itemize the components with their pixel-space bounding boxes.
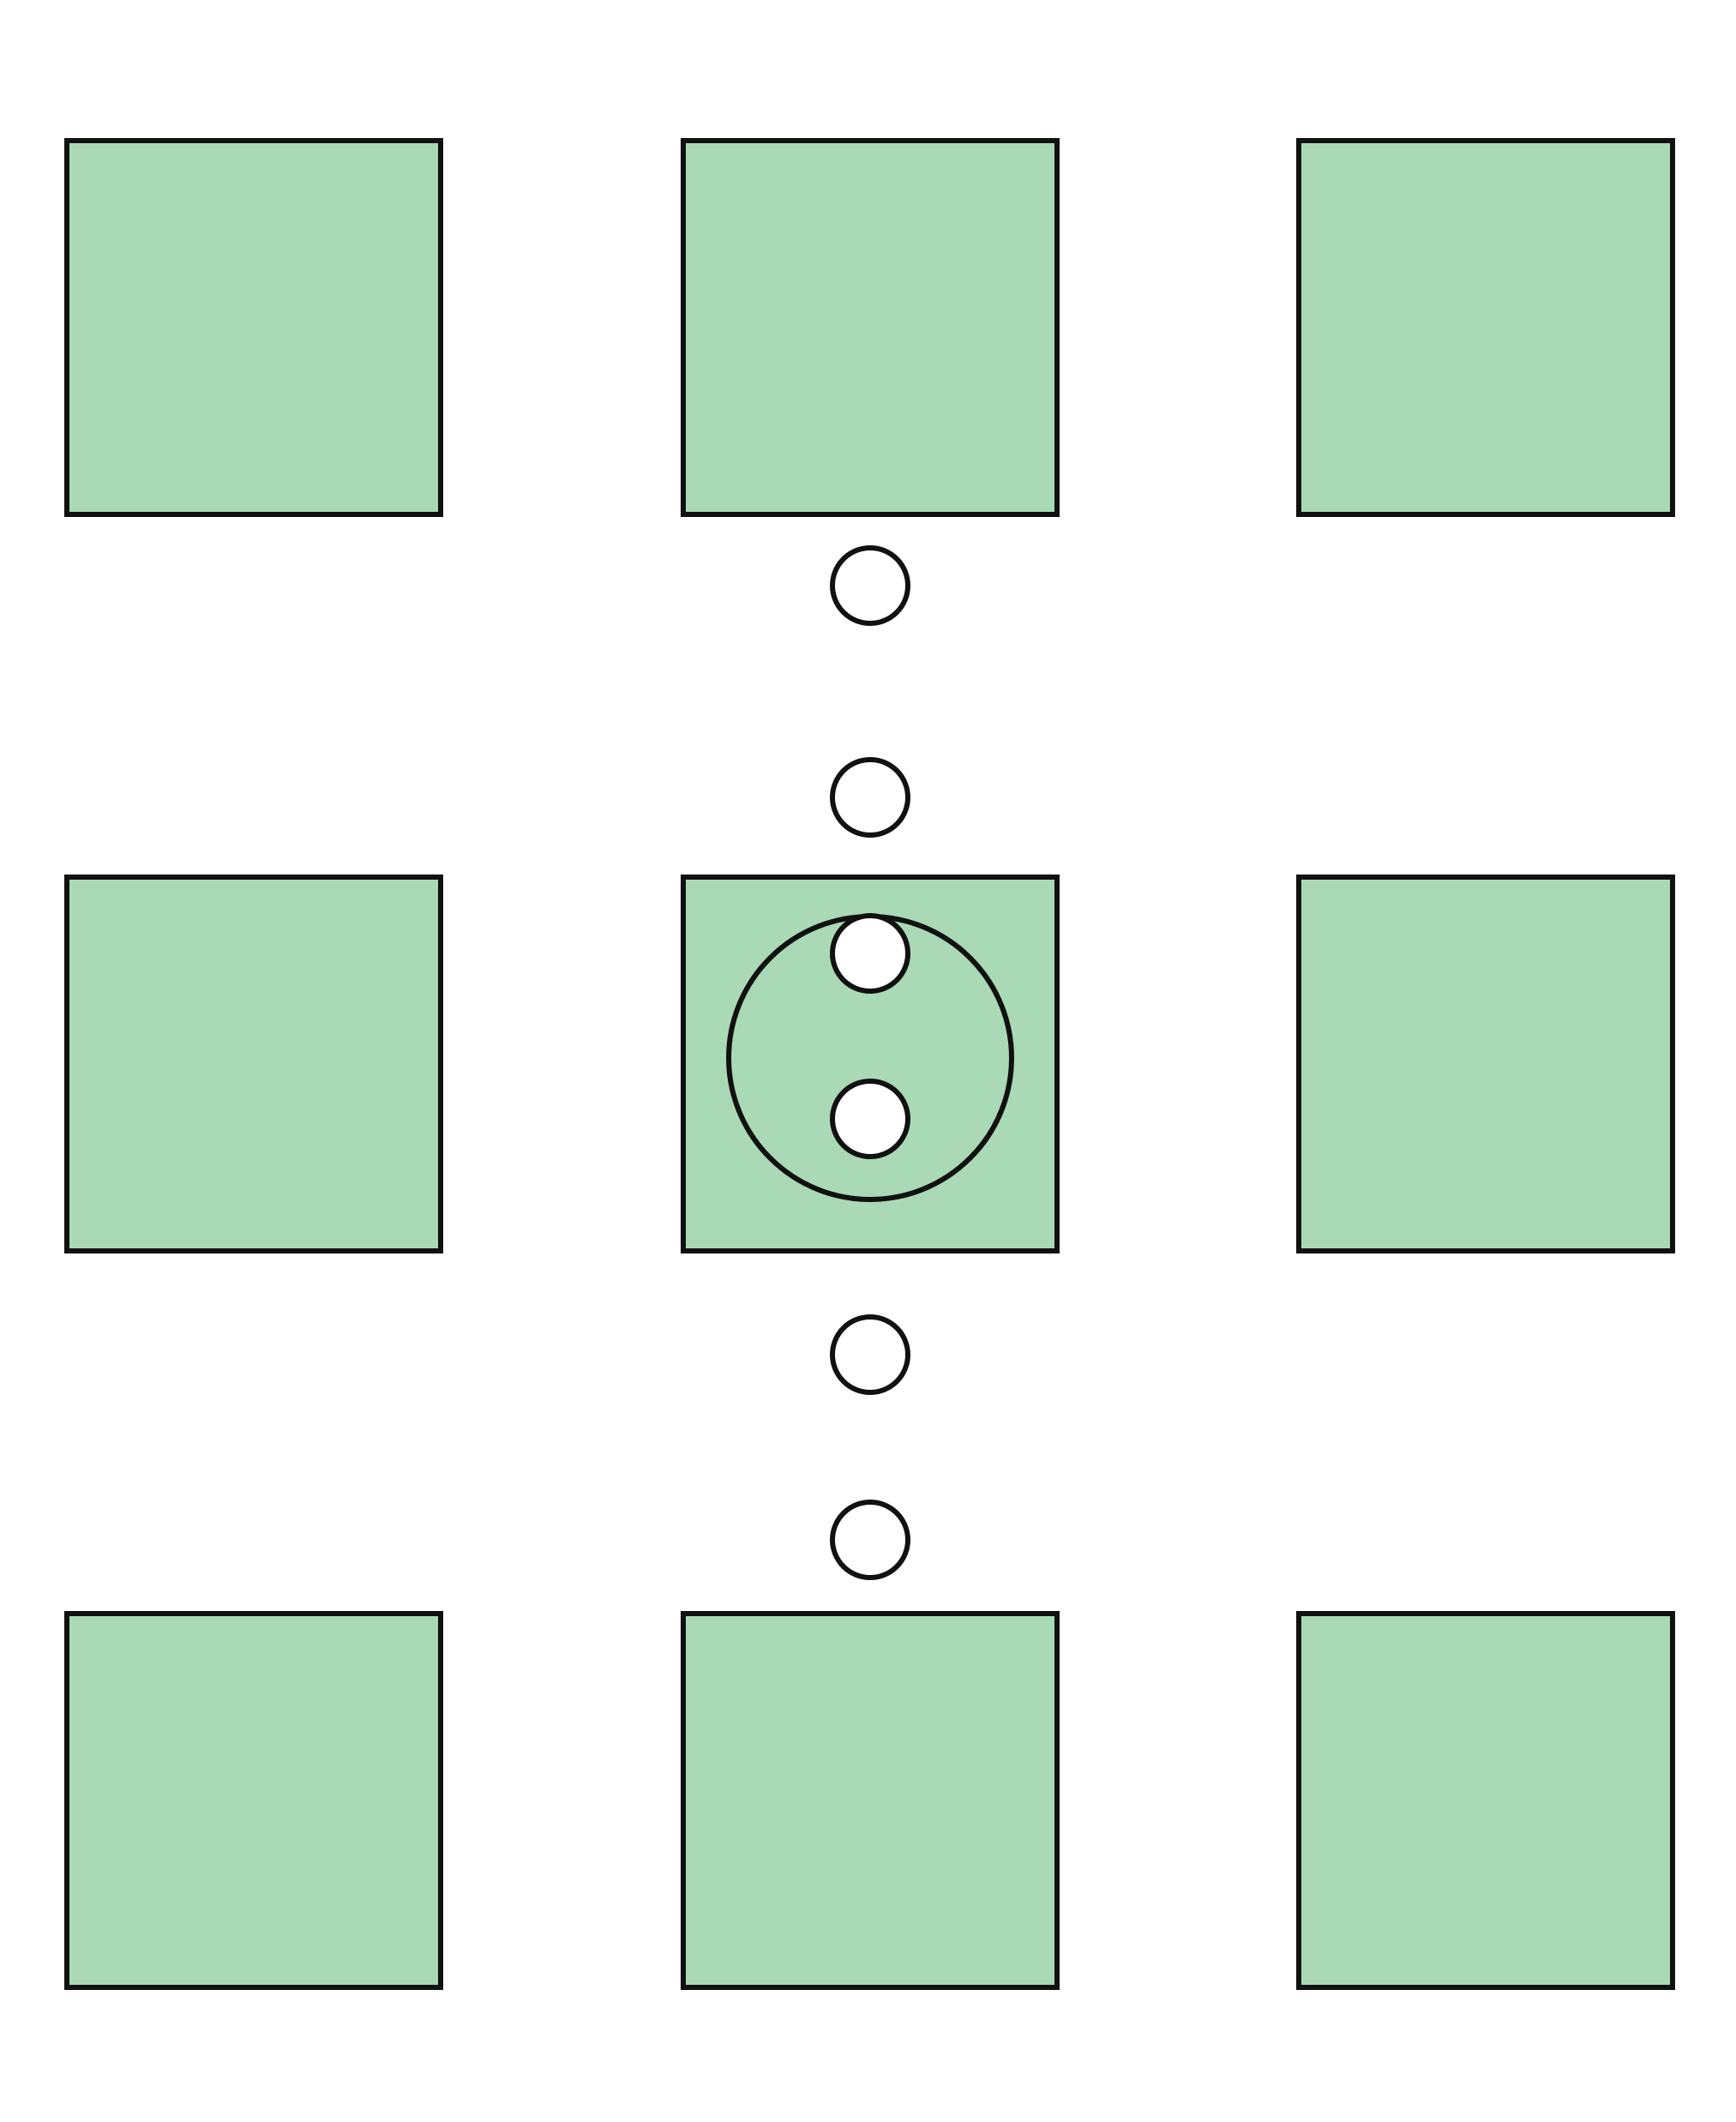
- square-middle-right: [1296, 875, 1675, 1253]
- dots-layer: [830, 545, 910, 1580]
- square-top-right: [1296, 138, 1675, 517]
- inner-dot-lower: [830, 1079, 910, 1159]
- square-middle-left: [64, 875, 443, 1253]
- square-bottom-center: [681, 1611, 1060, 1990]
- inner-dot-upper: [830, 913, 910, 994]
- connector-dot-upper-1: [830, 545, 910, 626]
- square-top-left: [64, 138, 443, 517]
- connector-dot-lower-2: [830, 1500, 910, 1580]
- square-bottom-left: [64, 1611, 443, 1990]
- square-bottom-right: [1296, 1611, 1675, 1990]
- connector-dot-upper-2: [830, 757, 910, 838]
- square-top-center: [681, 138, 1060, 517]
- connector-dot-lower-1: [830, 1314, 910, 1395]
